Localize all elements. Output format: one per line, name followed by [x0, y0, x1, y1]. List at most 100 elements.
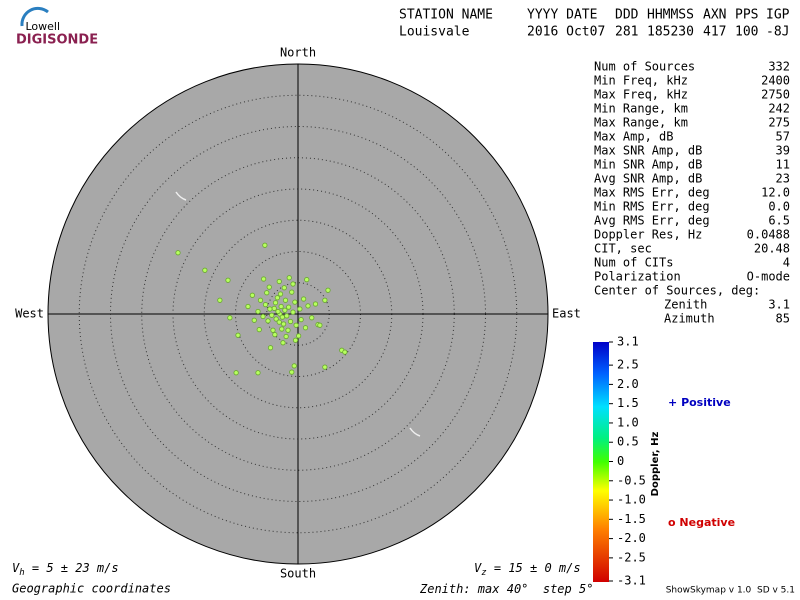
stat-value: O-mode — [747, 270, 790, 284]
source-point — [284, 313, 290, 319]
source-point — [281, 285, 287, 291]
logo-arc — [20, 6, 49, 27]
header-cell: Louisvale — [399, 25, 470, 40]
azimuth-value: 85 — [776, 312, 790, 326]
source-point — [272, 300, 279, 306]
source-point — [276, 278, 282, 285]
stat-value: 4 — [783, 256, 790, 270]
colorbar-tick-label: -3.1 — [617, 574, 646, 588]
header-cell: 2016 Oct07 — [527, 25, 605, 40]
source-point — [293, 322, 299, 328]
source-point — [276, 319, 282, 325]
source-point — [262, 242, 268, 248]
source-point — [289, 289, 295, 295]
legend-text: Positive — [681, 396, 731, 409]
source-point — [285, 327, 291, 333]
stat-label: Min Freq, kHz — [594, 74, 688, 88]
stat-value: 2400 — [761, 74, 790, 88]
header-cell: STATION NAME — [399, 8, 493, 23]
legend-positive: + Positive — [668, 396, 731, 409]
source-point — [312, 301, 319, 307]
source-point — [286, 275, 292, 281]
source-point — [225, 277, 231, 283]
sub: h — [19, 568, 24, 578]
source-point — [286, 304, 292, 310]
t: ° — [586, 582, 593, 596]
stat-label: Max SNR Amp, dB — [594, 144, 702, 158]
source-point — [279, 314, 285, 320]
stat-value: 20.48 — [754, 242, 790, 256]
source-point — [217, 297, 223, 303]
header-cell: PPS — [735, 8, 758, 23]
logo-bottom: DIGISONDE — [16, 33, 98, 48]
t: Zenith: max — [419, 582, 500, 596]
source-point — [292, 337, 299, 343]
compass-north: North — [280, 46, 316, 60]
source-point — [305, 303, 311, 309]
source-point — [292, 299, 298, 305]
source-point — [325, 287, 331, 293]
source-point — [277, 291, 284, 297]
stat-label: Max Freq, kHz — [594, 88, 688, 102]
stat-label: Avg RMS Err, deg — [594, 214, 710, 228]
source-point — [202, 267, 208, 273]
source-point — [267, 306, 273, 312]
header-cell: 100 — [735, 25, 758, 40]
header-cell: DDD — [615, 8, 639, 23]
stat-value: 57 — [776, 130, 790, 144]
stat-value: 0.0488 — [747, 228, 790, 242]
colorbar — [593, 342, 609, 582]
source-point — [287, 318, 294, 325]
stat-value: 2750 — [761, 88, 790, 102]
stat-value: 6.5 — [768, 214, 790, 228]
source-point — [302, 325, 309, 331]
vz: Vz = 15 ± 0 m/s — [474, 561, 581, 578]
source-point — [245, 303, 251, 310]
colorbar-tick-label: -0.5 — [617, 473, 646, 487]
source-point — [271, 305, 277, 311]
logo-top: Lowell — [25, 20, 60, 33]
source-point — [297, 306, 303, 312]
header-cell: 417 — [703, 25, 726, 40]
colorbar-tick-label: 3.1 — [617, 335, 639, 349]
source-point — [322, 364, 328, 370]
source-point — [235, 332, 241, 338]
stat-label: Min SNR Amp, dB — [594, 158, 702, 172]
source-point — [296, 333, 302, 339]
t: step — [543, 582, 572, 596]
legend-negative: o Negative — [668, 516, 735, 529]
colorbar-tick-label: -2.0 — [617, 531, 646, 545]
source-point — [289, 369, 295, 375]
source-point — [272, 332, 278, 338]
source-point — [279, 326, 285, 332]
stat-label: Polarization — [594, 270, 681, 284]
header-cell: 185230 — [647, 25, 694, 40]
stat-value: 23 — [776, 172, 790, 186]
source-point — [301, 296, 307, 302]
source-point — [260, 313, 266, 320]
azimuth-label: Azimuth — [664, 312, 715, 326]
zenith-scale: Zenith: max 40° step 5° — [419, 582, 593, 596]
stat-label: Num of Sources — [594, 60, 695, 74]
stat-value: 0.0 — [768, 200, 790, 214]
legend-text: Negative — [679, 516, 735, 529]
source-point — [282, 307, 288, 313]
stat-value: 11 — [776, 158, 790, 172]
stat-label: Num of CITs — [594, 256, 673, 270]
source-point — [265, 318, 271, 324]
source-point — [255, 370, 261, 376]
colorbar-tick-label: 1.0 — [617, 415, 639, 429]
header-cell: HHMMSS — [647, 8, 694, 23]
arc-mark — [409, 427, 421, 437]
stat-label: Max Range, km — [594, 116, 688, 130]
source-point — [290, 309, 296, 315]
source-point — [317, 322, 323, 328]
source-point — [291, 363, 297, 369]
source-point — [322, 297, 328, 303]
header-cell: 281 — [615, 25, 638, 40]
stat-label: Max RMS Err, deg — [594, 186, 710, 200]
source-point — [282, 297, 289, 303]
stat-label: Avg SNR Amp, dB — [594, 172, 702, 186]
